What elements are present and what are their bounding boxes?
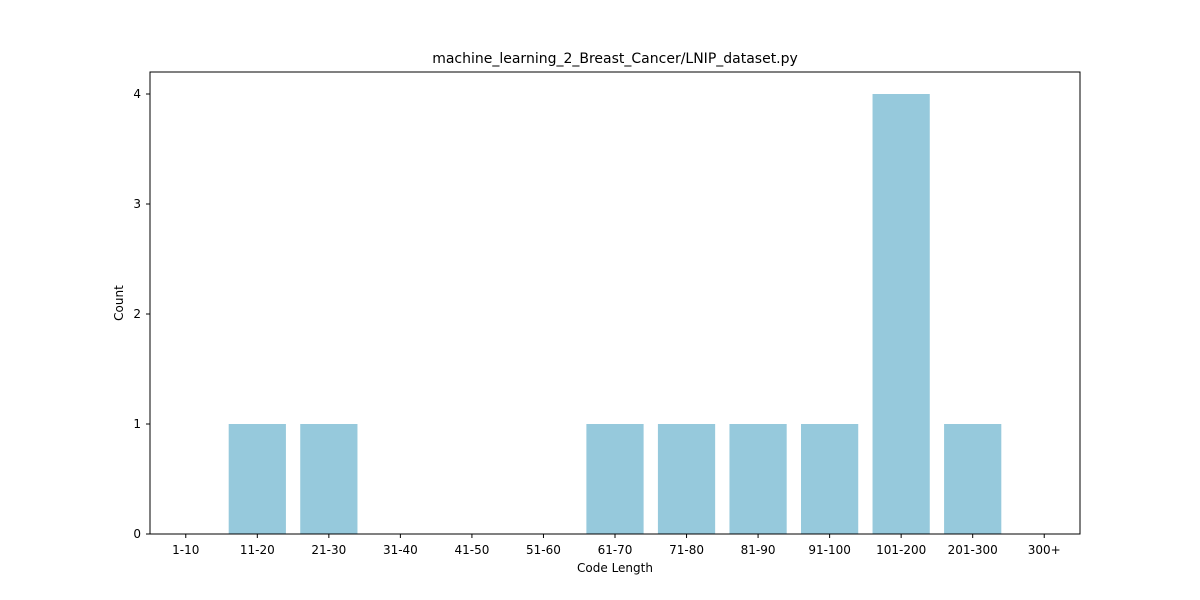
bar-91-100 [801,424,859,534]
x-tick-label: 61-70 [598,543,633,557]
y-tick-label: 0 [133,527,141,541]
x-axis: 1-10 11-20 21-30 31-40 41-50 51-60 61-70 71-80 8… [172,534,1061,557]
x-tick-label: 81-90 [741,543,776,557]
x-axis-label: Code Length [577,561,653,575]
bar-11-20 [228,424,286,534]
y-axis-label: Count [112,285,126,321]
bar-201-300 [944,424,1002,534]
bar-71-80 [657,424,716,534]
x-tick-label: 71-80 [669,543,704,557]
y-tick-label: 2 [133,307,141,321]
bar-81-90 [729,424,787,534]
x-tick-label: 300+ [1028,543,1061,557]
x-tick-label: 1-10 [172,543,199,557]
x-tick-label: 51-60 [526,543,561,557]
x-tick-label: 201-300 [948,543,998,557]
x-tick-label: 101-200 [876,543,926,557]
y-tick-label: 3 [133,197,141,211]
bar-101-200 [872,94,930,534]
x-tick-label: 31-40 [383,543,418,557]
x-tick-label: 11-20 [240,543,275,557]
chart-title: machine_learning_2_Breast_Cancer/LNIP_da… [432,51,798,67]
x-tick-label: 91-100 [808,543,851,557]
bars-layer [228,94,1002,534]
y-axis: 0 1 2 3 4 [133,87,150,541]
y-tick-label: 4 [133,87,141,101]
x-tick-label: 21-30 [311,543,346,557]
bar-21-30 [300,424,358,534]
x-tick-label: 41-50 [454,543,489,557]
plot-frame [149,71,1081,535]
bar-61-70 [586,424,644,534]
y-tick-label: 1 [133,417,141,431]
